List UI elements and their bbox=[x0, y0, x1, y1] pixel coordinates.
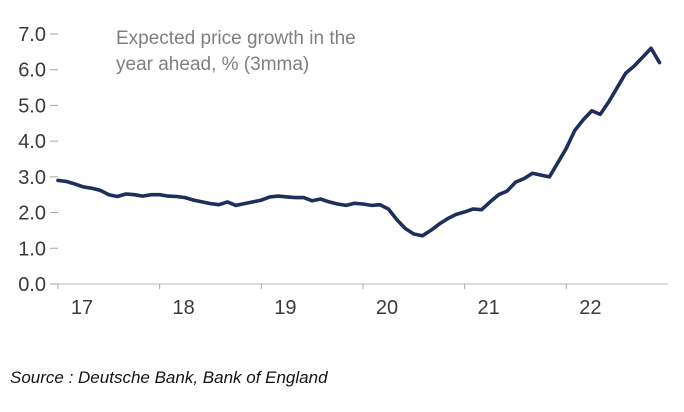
y-tick-label: 3.0 bbox=[18, 167, 46, 189]
chart-area: 7.0 6.0 5.0 4.0 3.0 2.0 1.0 0.0 17 18 19 20 21 22 Exp… bbox=[18, 24, 668, 319]
source-note: Source : Deutsche Bank, Bank of England bbox=[10, 368, 328, 387]
x-tick-label: 22 bbox=[579, 297, 601, 319]
x-tick-label: 20 bbox=[376, 297, 398, 319]
x-tick-label: 19 bbox=[274, 297, 296, 319]
y-tick-label: 2.0 bbox=[18, 203, 46, 225]
y-tick-label: 4.0 bbox=[18, 131, 46, 153]
y-tick-label: 5.0 bbox=[18, 95, 46, 117]
x-tick-label: 21 bbox=[478, 297, 500, 319]
x-tick-label: 18 bbox=[173, 297, 195, 319]
annotation-line-2: year ahead, % (3mma) bbox=[116, 53, 310, 75]
y-tick-label: 7.0 bbox=[18, 24, 46, 46]
y-tick-label: 6.0 bbox=[18, 60, 46, 82]
y-tick-label: 0.0 bbox=[18, 274, 46, 296]
price-growth-series-line bbox=[56, 46, 662, 238]
y-tick-label: 1.0 bbox=[18, 238, 46, 260]
annotation-line-1: Expected price growth in the bbox=[116, 28, 356, 49]
chart-annotation: Expected price growth in the year ahead,… bbox=[116, 26, 356, 77]
x-tick-label: 17 bbox=[71, 297, 93, 319]
line-chart-svg: 7.0 6.0 5.0 4.0 3.0 2.0 1.0 0.0 17 18 19 20 21 22 bbox=[18, 24, 668, 319]
